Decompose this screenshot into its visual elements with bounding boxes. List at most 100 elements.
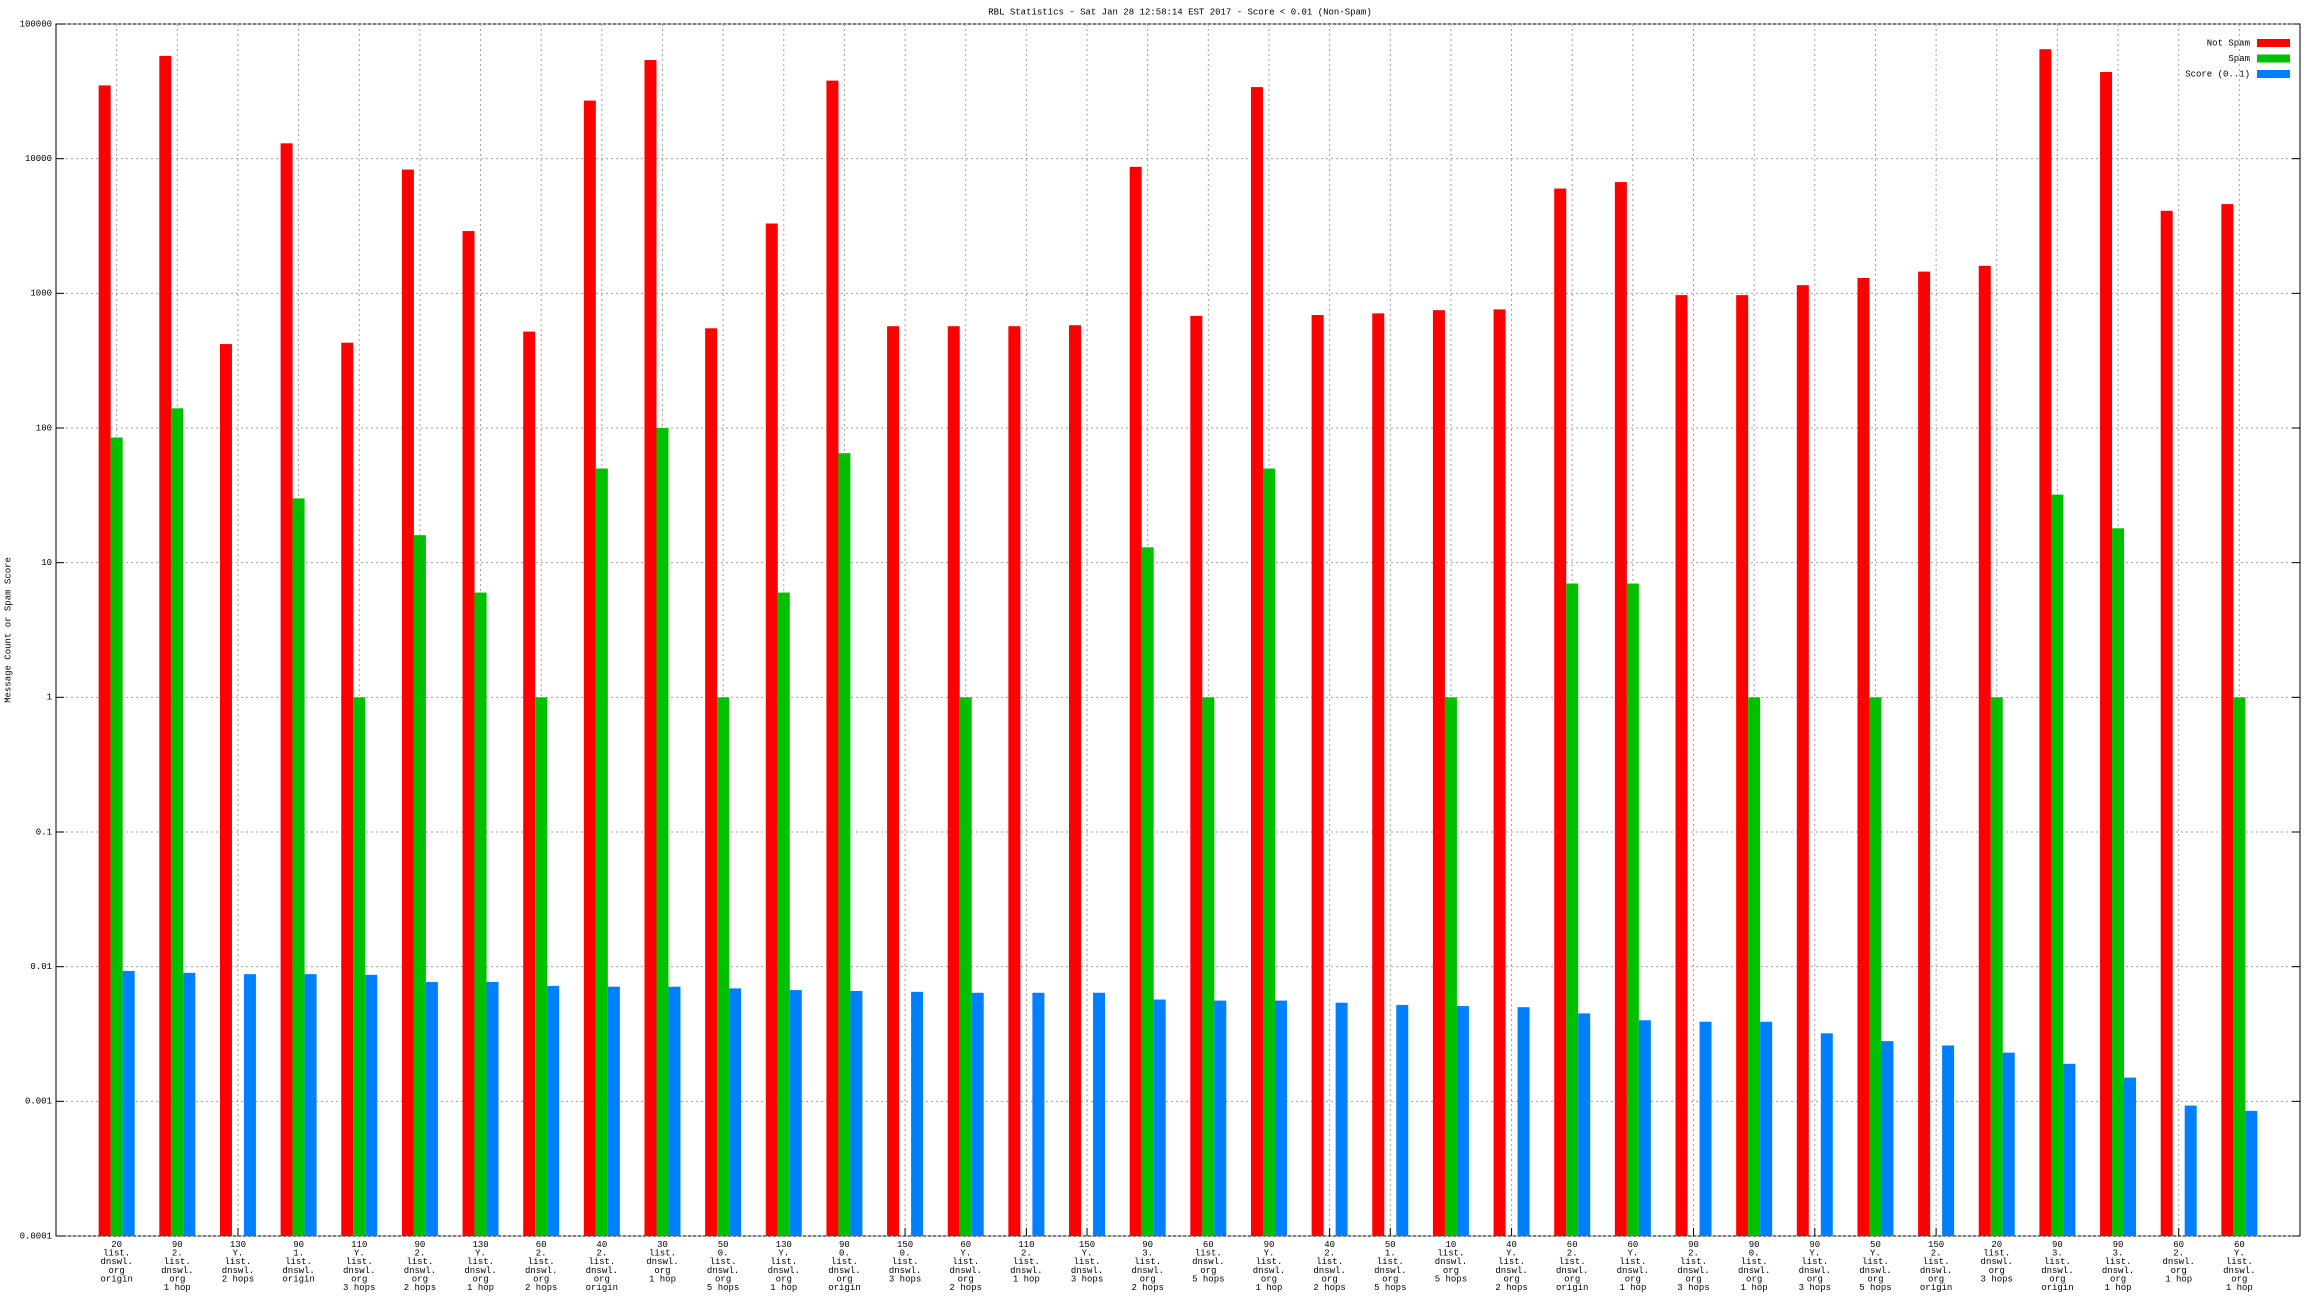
x-tick-label-line: list.: [649, 1249, 676, 1259]
x-tick-label-line: dnswl.: [1617, 1266, 1649, 1276]
x-tick-label-line: 1 hop: [2226, 1283, 2253, 1293]
bar: [607, 986, 620, 1236]
bar: [1493, 309, 1506, 1236]
x-tick-label-line: org: [169, 1275, 185, 1285]
x-tick-label-line: 2.: [1324, 1249, 1335, 1259]
x-tick-label-line: origin: [1556, 1283, 1588, 1293]
x-tick-label-line: dnswl.: [100, 1258, 132, 1268]
bar: [2100, 72, 2113, 1237]
x-tick-label-line: dnswl.: [1374, 1266, 1406, 1276]
x-tick-label-line: list.: [103, 1249, 130, 1259]
bar: [1978, 265, 1991, 1236]
x-tick-label-line: org: [1443, 1266, 1459, 1276]
x-tick-label-line: org: [1503, 1275, 1519, 1285]
x-tick-label-line: 40: [1506, 1240, 1517, 1250]
bar: [183, 972, 196, 1236]
bar: [911, 991, 924, 1236]
x-tick-label-line: dnswl.: [222, 1266, 254, 1276]
x-tick-label-line: 40: [1324, 1240, 1335, 1250]
x-tick-label-line: 90: [414, 1240, 425, 1250]
x-tick-label-line: org: [1928, 1275, 1944, 1285]
x-tick-label-line: list.: [1923, 1258, 1950, 1268]
bar: [1069, 325, 1082, 1236]
x-tick-label-line: 1 hop: [467, 1283, 494, 1293]
x-tick-label-line: org: [1746, 1275, 1762, 1285]
x-tick-label-line: origin: [1920, 1283, 1952, 1293]
x-tick-label-line: 90: [2113, 1240, 2124, 1250]
x-tick-label: 130 Y. list. dnswl. org 1 hop: [464, 1240, 496, 1293]
bar: [1372, 313, 1385, 1236]
x-tick-label-line: dnswl.: [768, 1266, 800, 1276]
x-tick-label-line: 5 hops: [1859, 1283, 1891, 1293]
x-tick-label-line: 20: [111, 1240, 122, 1250]
x-tick-label-line: list.: [346, 1258, 373, 1268]
x-tick-label-line: 3 hops: [343, 1283, 375, 1293]
x-tick-label-line: 90: [293, 1240, 304, 1250]
x-tick-label-line: 3.: [1142, 1249, 1153, 1259]
x-tick-label: 60 2. dnswl. org 1 hop: [2162, 1240, 2194, 1284]
x-tick-label-line: origin: [282, 1275, 314, 1285]
x-tick-label-line: dnswl.: [1738, 1266, 1770, 1276]
bar: [644, 60, 657, 1237]
bar: [365, 974, 378, 1236]
x-tick-label-line: dnswl.: [1010, 1266, 1042, 1276]
y-tick-label: 100: [36, 423, 52, 433]
x-tick-label: 90 Y. list. dnswl. org 3 hops: [1799, 1240, 1831, 1293]
x-tick-label-line: 90: [1749, 1240, 1760, 1250]
x-tick-label-line: org: [109, 1266, 125, 1276]
x-tick-label-line: 1 hop: [770, 1283, 797, 1293]
bar: [292, 498, 305, 1237]
bar: [243, 974, 256, 1236]
bar: [1129, 166, 1142, 1236]
x-tick-label-line: list.: [406, 1258, 433, 1268]
x-tick-label-line: 3.: [2113, 1249, 2124, 1259]
x-tick-label-line: 3 hops: [889, 1275, 921, 1285]
x-tick-label: 50 1. list. dnswl. org 5 hops: [1374, 1240, 1406, 1293]
x-tick-label-line: dnswl.: [1192, 1258, 1224, 1268]
x-tick-label-line: 90: [1809, 1240, 1820, 1250]
x-tick-label-line: 3 hops: [1071, 1275, 1103, 1285]
bar: [401, 169, 414, 1236]
x-tick-label: 60 list. dnswl. org 5 hops: [1192, 1240, 1224, 1284]
x-tick-label-line: list.: [1134, 1258, 1161, 1268]
bar: [523, 331, 536, 1236]
x-tick-label: 10 list. dnswl. org 5 hops: [1435, 1240, 1467, 1284]
x-tick-label-line: 2.: [1931, 1249, 1942, 1259]
x-tick-label-line: list.: [2105, 1258, 2132, 1268]
x-tick-label-line: list.: [1498, 1258, 1525, 1268]
x-tick-label-line: origin: [2041, 1283, 2073, 1293]
x-tick-label-line: 1 hop: [2105, 1283, 2132, 1293]
x-tick-label-line: 130: [230, 1240, 246, 1250]
bar: [1578, 1013, 1591, 1236]
x-tick-label-line: 3 hops: [1799, 1283, 1831, 1293]
bar: [1202, 697, 1215, 1236]
x-tick-label-line: dnswl.: [161, 1266, 193, 1276]
x-tick-label-line: list.: [1741, 1258, 1768, 1268]
bar: [1626, 583, 1639, 1236]
bar: [462, 231, 475, 1237]
y-tick-label: 0.001: [25, 1097, 52, 1107]
x-tick-label-line: dnswl.: [646, 1258, 678, 1268]
bar: [1190, 315, 1203, 1236]
legend-swatch: [2257, 39, 2290, 47]
bar: [826, 80, 839, 1237]
x-tick-label: 90 0. list. dnswl. org origin: [828, 1240, 860, 1293]
x-tick-label-line: dnswl.: [586, 1266, 618, 1276]
x-tick-label-line: list.: [1680, 1258, 1707, 1268]
x-tick-label-line: origin: [586, 1283, 618, 1293]
x-tick-label-line: org: [958, 1275, 974, 1285]
x-tick-label-line: list.: [224, 1258, 251, 1268]
bar: [1918, 271, 1931, 1237]
bar: [1032, 992, 1045, 1236]
bar: [2124, 1077, 2137, 1236]
x-tick-label: 90 2. list. dnswl. org 2 hops: [404, 1240, 436, 1293]
x-tick-label: 110 2. list. dnswl. 1 hop: [1010, 1240, 1042, 1284]
x-tick-label-line: 60: [1567, 1240, 1578, 1250]
x-tick-label-line: 90: [2052, 1240, 2063, 1250]
bar: [1311, 315, 1324, 1236]
bar: [1942, 1045, 1955, 1236]
x-tick-label: 60 Y. list. dnswl. org 1 hop: [1617, 1240, 1649, 1293]
x-tick-label-line: org: [351, 1275, 367, 1285]
x-tick-label-line: 150: [897, 1240, 913, 1250]
